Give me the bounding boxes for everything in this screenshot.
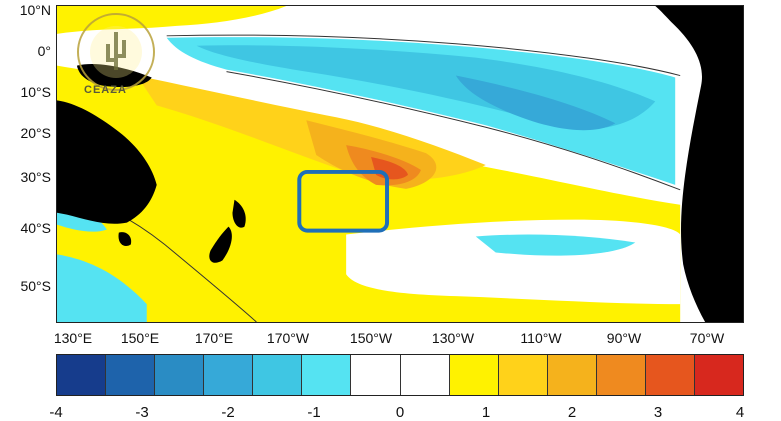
- lat-label: 20°S: [20, 125, 51, 141]
- colorbar-cell: [204, 355, 254, 395]
- colorbar-cell: [351, 355, 401, 395]
- australia-landmass: [57, 100, 157, 224]
- map-canvas: [57, 6, 743, 322]
- lon-label: 150°W: [349, 330, 393, 346]
- colorbar-tick: 1: [481, 404, 491, 421]
- colorbar-tick: 3: [653, 404, 663, 421]
- colorbar-cell: [253, 355, 303, 395]
- sst-anomaly-map: [56, 5, 744, 323]
- lon-label: 130°E: [53, 330, 93, 346]
- zero-contour-north: [166, 34, 681, 77]
- new-guinea-landmass: [76, 63, 152, 88]
- colorbar-tick: 4: [735, 404, 745, 421]
- lon-label: 70°W: [689, 330, 725, 346]
- colorbar-tick: -1: [307, 404, 321, 421]
- colorbar: [56, 354, 744, 396]
- colorbar-tick: -4: [49, 404, 63, 421]
- cool-anomaly-south-west: [57, 254, 147, 322]
- south-america-landmass: [655, 6, 743, 322]
- colorbar-tick: 0: [395, 404, 405, 421]
- colorbar-cell: [106, 355, 156, 395]
- tasmania-landmass: [118, 232, 132, 246]
- new-zealand-south-island: [209, 226, 232, 263]
- colorbar-cell: [400, 355, 450, 395]
- lon-label: 90°W: [606, 330, 642, 346]
- logo-name: CEAZA: [84, 84, 127, 96]
- colorbar-cell: [57, 355, 107, 395]
- lat-label: 30°S: [20, 169, 51, 185]
- colorbar-tick: 2: [567, 404, 577, 421]
- lon-label: 110°W: [520, 330, 562, 346]
- colorbar-cell: [547, 355, 597, 395]
- colorbar-cell: [302, 355, 352, 395]
- lat-label: 10°S: [20, 84, 51, 100]
- colorbar-cell: [498, 355, 548, 395]
- zero-contour-south: [226, 71, 681, 191]
- lat-label: 40°S: [20, 220, 51, 236]
- colorbar-cell: [449, 355, 499, 395]
- region-highlight-box: [297, 169, 390, 233]
- colorbar-cell: [155, 355, 205, 395]
- lat-label: 10°N: [19, 2, 51, 18]
- lon-label: 170°W: [266, 330, 310, 346]
- warm-anomaly-yellow-north: [57, 6, 287, 34]
- cool-anomaly-equatorial-deep: [455, 75, 616, 131]
- colorbar-tick: -2: [221, 404, 235, 421]
- colorbar-tick: -3: [135, 404, 149, 421]
- lon-label: 150°E: [120, 330, 160, 346]
- colorbar-cell: [596, 355, 646, 395]
- lon-label: 130°W: [431, 330, 475, 346]
- lat-label: 50°S: [20, 278, 51, 294]
- colorbar-cell: [645, 355, 696, 395]
- cool-anomaly-south-central: [475, 234, 636, 256]
- lon-label: 170°E: [194, 330, 234, 346]
- lat-label: 0°: [37, 43, 51, 59]
- colorbar-cell: [695, 355, 744, 395]
- white-neutral-south-band: [346, 219, 681, 305]
- new-zealand-north-island: [232, 199, 246, 228]
- ceaza-logo: [77, 13, 155, 91]
